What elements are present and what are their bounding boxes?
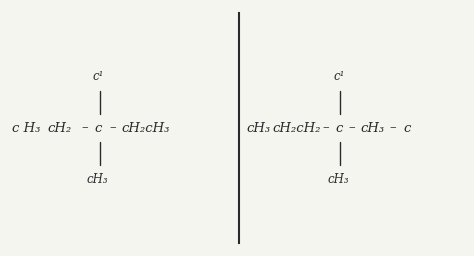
Text: cH₂cH₃: cH₂cH₃ <box>122 122 170 134</box>
Text: –: – <box>389 122 396 134</box>
Text: c H₃: c H₃ <box>12 122 40 134</box>
Text: c: c <box>335 122 343 134</box>
Text: c: c <box>403 122 410 134</box>
Text: c¹: c¹ <box>93 70 104 83</box>
Text: cH₂: cH₂ <box>47 122 72 134</box>
Text: cH₃: cH₃ <box>327 173 349 186</box>
Text: cH₃: cH₃ <box>360 122 384 134</box>
Text: –: – <box>323 122 329 134</box>
Text: –: – <box>348 122 355 134</box>
Text: cH₃: cH₃ <box>246 122 271 134</box>
Text: –: – <box>109 122 116 134</box>
Text: –: – <box>81 122 88 134</box>
Text: cH₂cH₂: cH₂cH₂ <box>272 122 320 134</box>
Text: c¹: c¹ <box>333 70 345 83</box>
Text: c: c <box>95 122 102 134</box>
Text: cH₃: cH₃ <box>87 173 109 186</box>
